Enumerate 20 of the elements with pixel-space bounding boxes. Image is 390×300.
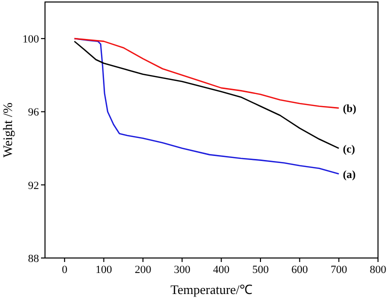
y-tick-label: 100	[22, 34, 40, 46]
x-tick-label: 200	[134, 264, 152, 276]
y-tick-label: 88	[28, 253, 40, 265]
x-tick-label: 500	[252, 264, 270, 276]
line-series	[74, 38, 340, 109]
x-tick-label: 600	[291, 264, 308, 276]
x-tick-label: 300	[174, 264, 191, 276]
line-series	[74, 40, 340, 149]
y-tick-label: 92	[28, 180, 39, 192]
x-axis-title: Temperature/℃	[170, 282, 253, 297]
x-tick-label: 0	[62, 264, 68, 276]
series-label: (c)	[342, 143, 356, 156]
x-tick-label: 100	[96, 264, 113, 276]
series-label: (a)	[342, 168, 356, 181]
y-tick-label: 96	[28, 106, 40, 119]
x-tick-label: 400	[213, 264, 230, 276]
x-tick-label: 800	[370, 264, 387, 276]
series-label: (b)	[342, 103, 357, 116]
y-axis-title: Weight /%	[0, 102, 15, 158]
x-tick-label: 700	[330, 264, 348, 276]
